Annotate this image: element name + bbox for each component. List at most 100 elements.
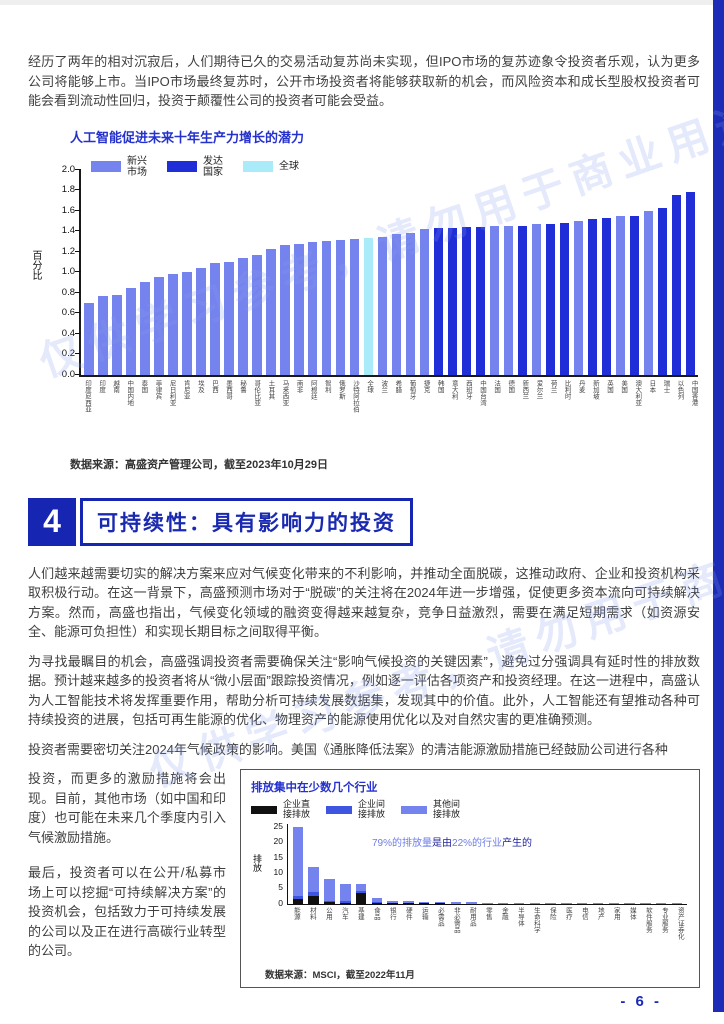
bar-秘鲁 — [238, 257, 248, 375]
x-label-slot: 捷克 — [418, 380, 432, 444]
bar-以色列 — [671, 195, 682, 375]
intro-paragraph: 经历了两年的相对沉寂后，人们期待已久的交易活动复苏尚未实现，但IPO市场的复苏迹… — [28, 54, 700, 108]
bar-slot — [432, 824, 448, 904]
segment-scope3 — [324, 879, 335, 902]
chart1-y-tick: 1.8 — [61, 184, 75, 195]
segment-scope1 — [308, 896, 319, 904]
bar-智利 — [321, 241, 332, 375]
section-header: 4 可持续性：具有影响力的投资 — [28, 497, 700, 546]
bar-slot — [448, 824, 464, 904]
legend-swatch-emerging — [91, 161, 121, 172]
bar-西班牙 — [461, 226, 472, 375]
x-label-slot: 地产 — [591, 907, 607, 965]
annotation-part: 是由 — [432, 837, 453, 849]
bar-美国 — [615, 215, 626, 375]
segment-scope3 — [529, 902, 541, 904]
x-label-slot: 俄罗斯 — [333, 380, 347, 444]
bar-印度尼西亚 — [84, 302, 94, 375]
chart1-y-tick-mark — [75, 312, 81, 313]
sustainability-paragraph-1: 人们越来越需要切实的解决方案来应对气候变化带来的不利影响，并推动全面脱碳，这推动… — [28, 565, 700, 640]
chart2-x-label: 地产 — [596, 906, 604, 920]
x-label-slot: 新西兰 — [516, 380, 530, 444]
bar-slot — [306, 824, 322, 904]
bar-slot — [278, 170, 292, 375]
bar-slot — [653, 824, 669, 904]
chart1-y-tick-mark — [75, 373, 81, 375]
chart2-x-label: 专业服务 — [660, 906, 668, 933]
chart1-x-label: 中国台湾 — [478, 379, 486, 406]
bar-巴西 — [210, 262, 220, 375]
stacked-bar-医疗 — [561, 902, 572, 904]
section-number-badge: 4 — [28, 497, 76, 546]
chart1-x-label: 希腊 — [393, 379, 401, 393]
x-label-slot: 肯尼亚 — [178, 380, 192, 444]
x-label-slot: 食品 — [367, 907, 383, 965]
bar-slot — [124, 170, 138, 375]
bar-slot — [464, 824, 480, 904]
bar-slot — [337, 824, 353, 904]
x-label-slot: 新加坡 — [587, 380, 601, 444]
bar-马来西亚 — [280, 245, 290, 375]
chart1-x-label: 俄罗斯 — [337, 379, 345, 400]
chart1-x-label: 巴西 — [210, 379, 218, 393]
chart1-x-label: 美国 — [619, 379, 627, 393]
x-label-slot: 以色列 — [672, 380, 686, 444]
stacked-bar-金融 — [498, 902, 509, 904]
x-label-slot: 公用 — [319, 907, 335, 965]
x-label-slot: 英国 — [601, 380, 615, 444]
segment-scope3 — [545, 902, 556, 904]
bar-slot — [292, 170, 306, 375]
page-number: - 6 - — [620, 993, 662, 1010]
chart1-x-label: 波兰 — [379, 379, 387, 393]
chart1-plot-area: 新兴市场 发达国家 全球 0.0 0.2 0.4 0 — [62, 156, 698, 380]
bar-丹麦 — [573, 220, 584, 375]
bar-slot — [571, 170, 585, 375]
x-label-slot: 埃及 — [192, 380, 206, 444]
bar-slot — [527, 824, 543, 904]
bar-slot — [559, 824, 575, 904]
bar-印度 — [98, 295, 108, 375]
bar-沙特阿拉伯 — [349, 239, 360, 375]
chart1-y-tick-mark — [75, 230, 81, 231]
bar-slot — [530, 170, 544, 375]
x-label-slot: 希腊 — [389, 380, 403, 444]
bar-中国台湾 — [475, 226, 486, 375]
chart1-y-tick-mark — [75, 209, 81, 211]
x-label-slot: 软件服务 — [639, 907, 655, 965]
chart1-x-label: 中国内地 — [125, 379, 133, 406]
stacked-bar-保险 — [545, 902, 556, 904]
bar-韩国 — [433, 227, 444, 375]
legend-item-scope1: 企业直接排放 — [251, 799, 310, 820]
x-label-slot: 巴西 — [206, 380, 220, 444]
chart1-y-tick-mark — [75, 271, 81, 272]
bar-希腊 — [391, 234, 402, 375]
chart2-bars — [288, 824, 687, 904]
chart2-x-label: 媒体 — [628, 906, 636, 920]
segment-scope3 — [434, 902, 446, 904]
bar-爱尔兰 — [531, 223, 542, 375]
segment-scope3 — [466, 902, 477, 904]
chart1-y-tick: 1.4 — [61, 225, 75, 236]
bar-slot — [606, 824, 622, 904]
chart1-x-label: 以色列 — [676, 379, 684, 400]
legend-label: 企业间接排放 — [358, 799, 386, 819]
chart2-x-label: 半导体 — [516, 906, 524, 927]
stacked-bar-耐用品 — [466, 902, 477, 904]
x-label-slot: 南非 — [291, 380, 305, 444]
bar-新西兰 — [517, 225, 528, 375]
segment-scope3 — [608, 903, 620, 904]
legend-label: 全球 — [279, 161, 299, 172]
chart1-x-label: 德国 — [506, 379, 514, 393]
chart2-y-tick: 10 — [273, 867, 283, 878]
stacked-bar-运输 — [419, 902, 430, 904]
legend-label: 其他间接排放 — [433, 799, 461, 819]
chart1-y-tick: 0.0 — [61, 368, 75, 380]
bar-捷克 — [419, 228, 430, 375]
x-label-slot: 零售 — [479, 907, 495, 965]
bar-尼日利亚 — [168, 274, 178, 375]
segment-scope3 — [592, 903, 604, 904]
segment-scope1 — [355, 893, 367, 904]
segment-scope3 — [403, 901, 414, 904]
bar-slot — [348, 170, 362, 375]
